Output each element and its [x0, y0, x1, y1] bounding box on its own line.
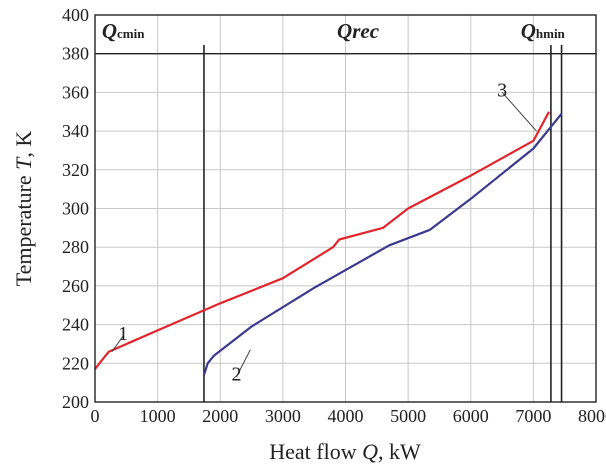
region-label: Qhmin	[521, 19, 566, 43]
y-axis-title-symbol: T	[11, 156, 36, 170]
region-label-main: Qrec	[337, 19, 380, 43]
region-label-main: Q	[521, 19, 536, 43]
series-line-2	[202, 113, 563, 376]
grid	[94, 14, 597, 403]
region-label: Qrec	[337, 19, 380, 43]
y-tick-label: 300	[62, 199, 89, 219]
curve-label-1: 1	[118, 323, 128, 345]
y-tick-label: 400	[62, 5, 89, 25]
y-axis-title-prefix: Temperature	[11, 170, 36, 286]
curve-label-2: 2	[232, 364, 242, 386]
curve-label-3: 3	[497, 79, 507, 101]
x-tick-label: 6000	[453, 406, 489, 426]
series-line-1	[94, 111, 550, 370]
region-label-sub: hmin	[536, 26, 566, 41]
y-axis-title-unit: , K	[11, 131, 36, 158]
x-tick-label: 4000	[328, 406, 364, 426]
region-label-sub: cmin	[117, 26, 145, 41]
y-tick-label: 240	[62, 315, 89, 335]
x-axis-title-prefix: Heat flow	[269, 439, 362, 464]
series-lines	[94, 111, 563, 376]
region-label: Qcmin	[102, 19, 145, 43]
x-tick-label: 7000	[515, 406, 551, 426]
curve-leader-line	[111, 335, 124, 352]
x-tick-label: 2000	[202, 406, 238, 426]
x-tick-label: 0	[91, 406, 100, 426]
x-tick-label: 8000	[578, 406, 606, 426]
region-dividers	[95, 45, 596, 402]
y-tick-label: 320	[62, 160, 89, 180]
x-axis-title: Heat flow Q, kW	[269, 439, 421, 464]
x-tick-label: 5000	[390, 406, 426, 426]
y-tick-label: 380	[62, 44, 89, 64]
x-tick-label: 1000	[140, 406, 176, 426]
x-axis-title-unit: , kW	[378, 439, 421, 464]
x-axis-title-symbol: Q	[362, 439, 378, 464]
curve-leader-line	[236, 349, 251, 377]
curve-leader-line	[501, 91, 537, 132]
y-tick-label: 260	[62, 276, 89, 296]
y-tick-label: 360	[62, 82, 89, 102]
y-axis-title: Temperature T, K	[11, 131, 36, 287]
x-tick-label: 3000	[265, 406, 301, 426]
curve-labels: 1 2 3	[111, 79, 537, 386]
y-tick-label: 280	[62, 237, 89, 257]
y-tick-label: 200	[62, 392, 89, 412]
plot-frame	[94, 14, 597, 403]
region-labels: Qcmin Qrec Qhmin	[102, 19, 566, 43]
y-tick-label: 220	[62, 353, 89, 373]
region-label-main: Q	[102, 19, 117, 43]
y-tick-label: 340	[62, 121, 89, 141]
tick-labels: 0 1000 2000 3000 4000 5000 6000 7000 8000 200 220 2…	[62, 5, 606, 426]
